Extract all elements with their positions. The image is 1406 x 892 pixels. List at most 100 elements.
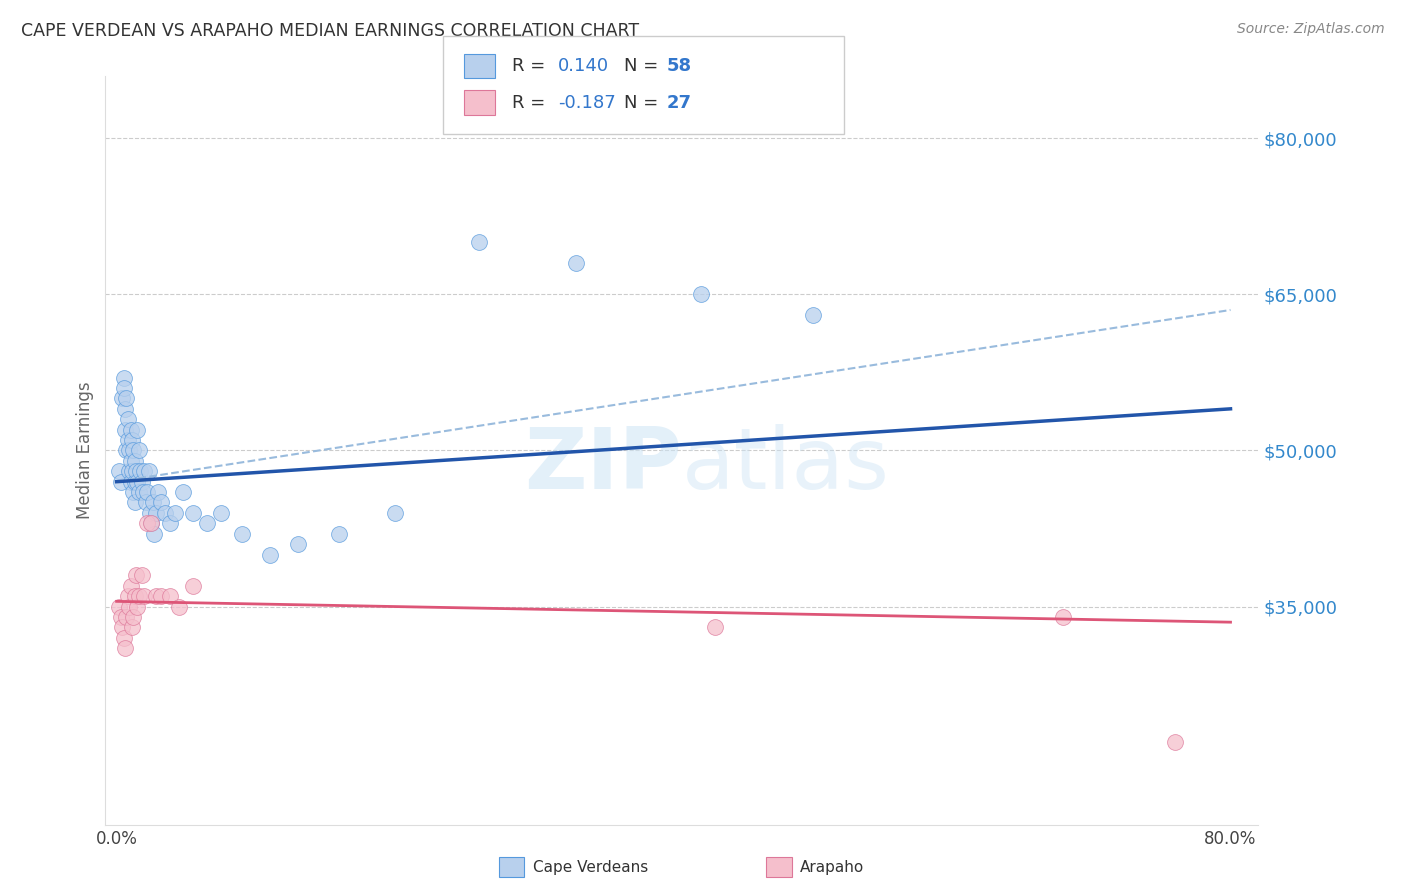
Point: [122, 485, 145, 500]
Point: [124, 475, 146, 489]
Point: [145, 589, 167, 603]
Point: [128, 589, 150, 603]
Point: [117, 412, 139, 426]
Point: [209, 506, 232, 520]
Point: [111, 392, 134, 406]
Point: [108, 599, 131, 614]
Point: [159, 589, 181, 603]
Point: [124, 589, 146, 603]
Point: [167, 599, 190, 614]
Point: [1164, 735, 1187, 749]
Point: [120, 579, 142, 593]
Point: [181, 506, 204, 520]
Point: [134, 589, 156, 603]
Point: [110, 610, 132, 624]
Point: [172, 485, 194, 500]
Text: N =: N =: [624, 94, 664, 112]
Point: [112, 631, 135, 645]
Point: [565, 256, 588, 270]
Point: [181, 579, 204, 593]
Text: R =: R =: [512, 94, 551, 112]
Text: 58: 58: [666, 57, 692, 75]
Point: [143, 526, 166, 541]
Point: [108, 464, 131, 478]
Text: 27: 27: [666, 94, 692, 112]
Point: [135, 495, 157, 509]
Point: [141, 516, 163, 531]
Point: [120, 454, 142, 468]
Point: [801, 308, 824, 322]
Point: [118, 443, 141, 458]
Point: [121, 620, 143, 634]
Point: [114, 641, 136, 656]
Text: ZIP: ZIP: [524, 424, 682, 507]
Point: [129, 464, 152, 478]
Point: [118, 464, 141, 478]
Point: [117, 433, 139, 447]
Point: [287, 537, 309, 551]
Text: atlas: atlas: [682, 424, 890, 507]
Point: [142, 495, 165, 509]
Point: [112, 370, 135, 384]
Text: N =: N =: [624, 57, 664, 75]
Point: [136, 485, 159, 500]
Point: [131, 475, 153, 489]
Point: [114, 423, 136, 437]
Point: [155, 506, 177, 520]
Point: [134, 464, 156, 478]
Text: CAPE VERDEAN VS ARAPAHO MEDIAN EARNINGS CORRELATION CHART: CAPE VERDEAN VS ARAPAHO MEDIAN EARNINGS …: [21, 22, 640, 40]
Point: [150, 495, 173, 509]
Point: [124, 454, 146, 468]
Point: [117, 589, 139, 603]
Point: [136, 516, 159, 531]
Point: [132, 485, 155, 500]
Point: [122, 443, 145, 458]
Point: [150, 589, 173, 603]
Text: Cape Verdeans: Cape Verdeans: [533, 860, 648, 874]
Text: -0.187: -0.187: [558, 94, 616, 112]
Text: R =: R =: [512, 57, 551, 75]
Point: [127, 599, 149, 614]
Point: [148, 485, 170, 500]
Point: [1052, 610, 1074, 624]
Point: [110, 475, 132, 489]
Point: [467, 235, 489, 250]
Point: [128, 443, 150, 458]
Point: [121, 433, 143, 447]
Point: [121, 464, 143, 478]
Point: [120, 475, 142, 489]
Point: [122, 610, 145, 624]
Point: [115, 443, 138, 458]
Point: [127, 423, 149, 437]
Point: [125, 568, 148, 582]
Point: [118, 599, 141, 614]
Point: [195, 516, 218, 531]
Text: 0.140: 0.140: [558, 57, 609, 75]
Point: [138, 464, 160, 478]
Point: [125, 464, 148, 478]
Point: [111, 620, 134, 634]
Point: [704, 620, 727, 634]
Point: [328, 526, 350, 541]
Point: [131, 568, 153, 582]
Point: [127, 475, 149, 489]
Point: [124, 495, 146, 509]
Point: [139, 506, 162, 520]
Y-axis label: Median Earnings: Median Earnings: [76, 382, 94, 519]
Point: [145, 506, 167, 520]
Point: [231, 526, 253, 541]
Point: [120, 423, 142, 437]
Point: [115, 610, 138, 624]
Point: [114, 401, 136, 416]
Point: [690, 287, 713, 301]
Text: Arapaho: Arapaho: [800, 860, 865, 874]
Point: [141, 516, 163, 531]
Point: [259, 548, 281, 562]
Point: [384, 506, 406, 520]
Text: Source: ZipAtlas.com: Source: ZipAtlas.com: [1237, 22, 1385, 37]
Point: [159, 516, 181, 531]
Point: [112, 381, 135, 395]
Point: [165, 506, 187, 520]
Point: [115, 392, 138, 406]
Point: [128, 485, 150, 500]
